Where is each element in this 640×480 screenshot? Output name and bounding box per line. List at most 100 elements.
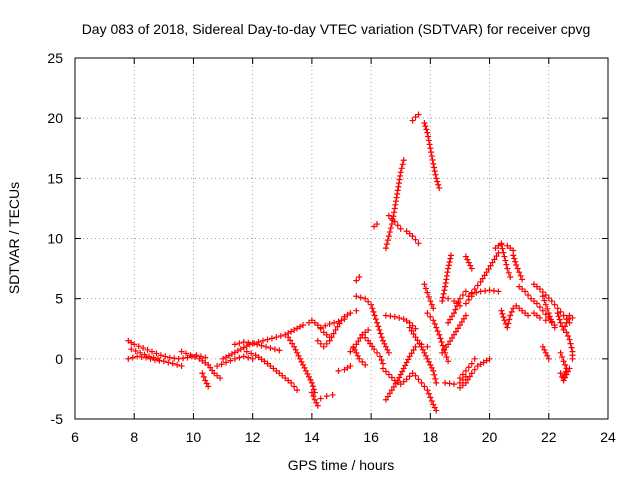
series-arc-38: [445, 288, 475, 326]
data-point: [231, 355, 238, 362]
data-point: [356, 274, 363, 281]
data-point: [425, 390, 432, 397]
data-point: [424, 355, 431, 362]
data-point: [331, 319, 338, 326]
data-point: [271, 346, 278, 353]
data-point: [517, 272, 524, 279]
data-point: [178, 348, 185, 355]
data-point: [347, 348, 354, 355]
data-point: [382, 245, 389, 252]
data-point: [445, 262, 452, 269]
data-point: [131, 341, 138, 348]
series-arc-42: [462, 253, 475, 272]
data-point: [445, 295, 452, 302]
data-point: [468, 265, 475, 272]
data-point: [547, 316, 554, 323]
data-point: [536, 304, 543, 311]
data-point: [451, 331, 458, 338]
data-point: [428, 364, 435, 371]
data-point: [462, 367, 469, 374]
data-point: [562, 374, 569, 381]
series-arc-28: [382, 341, 431, 403]
data-point: [502, 257, 509, 264]
data-point: [240, 353, 247, 360]
data-point: [424, 289, 431, 296]
x-axis-label: GPS time / hours: [288, 457, 395, 473]
data-point: [387, 225, 394, 232]
data-point: [560, 312, 567, 319]
data-point: [141, 351, 148, 358]
data-point: [203, 380, 210, 387]
data-point: [565, 332, 572, 339]
data-point: [503, 261, 510, 268]
data-point: [562, 323, 569, 330]
series-arc-44: [468, 287, 502, 297]
data-point: [385, 371, 392, 378]
data-point: [569, 355, 576, 362]
data-point: [309, 383, 316, 390]
data-point: [551, 324, 558, 331]
data-point: [471, 355, 478, 362]
y-tick-label: 20: [47, 110, 63, 126]
data-point: [148, 348, 155, 355]
series-arc-04: [178, 348, 224, 382]
series-arc-48: [498, 305, 517, 331]
data-point: [245, 339, 252, 346]
data-point: [565, 316, 572, 323]
data-point: [546, 313, 553, 320]
data-point: [410, 330, 417, 337]
data-point: [310, 386, 317, 393]
data-point: [379, 365, 386, 372]
data-point: [335, 318, 342, 325]
data-point: [419, 346, 426, 353]
data-point: [287, 337, 294, 344]
data-point: [368, 301, 375, 308]
data-point: [326, 337, 333, 344]
data-point: [554, 310, 561, 317]
data-point: [385, 212, 392, 219]
data-point: [298, 358, 305, 365]
data-point: [317, 324, 324, 331]
data-point: [510, 252, 517, 259]
data-point: [427, 313, 434, 320]
data-point: [462, 300, 469, 307]
data-point: [285, 334, 292, 341]
data-point: [448, 252, 455, 259]
data-point: [430, 367, 437, 374]
series-arc-25: [382, 157, 407, 252]
data-point: [132, 348, 139, 355]
data-point: [430, 305, 437, 312]
data-point: [387, 313, 394, 320]
data-point: [297, 355, 304, 362]
data-point: [451, 381, 458, 388]
x-tick-label: 18: [423, 429, 439, 445]
data-point: [249, 340, 256, 347]
series-arc-11: [308, 389, 321, 409]
data-point: [166, 354, 173, 361]
data-point: [144, 346, 151, 353]
data-point: [410, 347, 417, 354]
data-point: [424, 310, 431, 317]
data-point: [140, 345, 147, 352]
data-point: [500, 249, 507, 256]
data-point: [562, 361, 569, 368]
data-point: [146, 353, 153, 360]
series-arc-49: [513, 302, 549, 324]
data-point: [202, 354, 209, 361]
data-point: [431, 164, 438, 171]
data-point: [438, 338, 445, 345]
data-point: [382, 312, 389, 319]
data-point: [365, 326, 372, 333]
data-point: [183, 350, 190, 357]
data-point: [428, 149, 435, 156]
data-point: [536, 314, 543, 321]
series-arc-10: [285, 334, 318, 396]
data-point: [483, 269, 490, 276]
data-point: [399, 368, 406, 375]
data-point: [504, 324, 511, 331]
data-point: [458, 318, 465, 325]
data-point: [539, 343, 546, 350]
data-point: [557, 370, 564, 377]
data-point: [443, 354, 450, 361]
data-point: [505, 320, 512, 327]
